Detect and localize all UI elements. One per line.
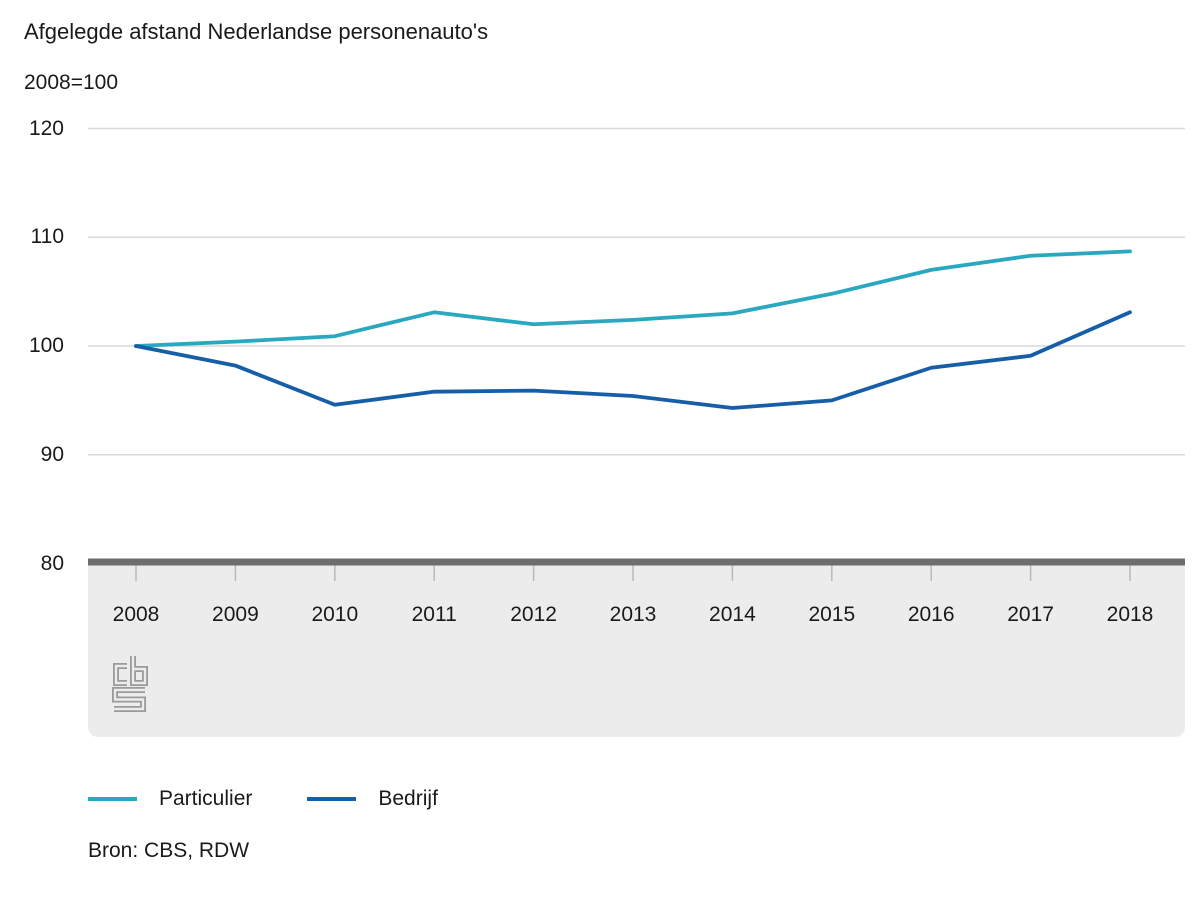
- chart-title: Afgelegde afstand Nederlandse personenau…: [24, 19, 489, 44]
- legend-label: Particulier: [159, 787, 253, 810]
- series-line-bedrijf: [134, 310, 1132, 410]
- y-tick-label: 120: [28, 116, 64, 140]
- chart-unit-label: 2008=100: [24, 71, 119, 94]
- y-tick-label: 80: [40, 551, 64, 575]
- cbs-logo: [112, 656, 148, 712]
- x-tick-label: 2017: [1007, 603, 1054, 626]
- x-tick-label: 2018: [1106, 603, 1154, 626]
- x-axis-line: [88, 558, 1185, 566]
- legend-item-bedrijf: Bedrijf: [307, 786, 438, 812]
- y-tick-label: 110: [30, 225, 64, 249]
- x-tick-label: 2015: [808, 603, 856, 626]
- y-tick-label: 90: [40, 442, 64, 466]
- chart-legend: Particulier Bedrijf: [88, 786, 438, 812]
- x-tick-label: 2012: [510, 603, 557, 626]
- x-tick-label: 2016: [907, 603, 955, 626]
- x-tick-label: 2013: [609, 603, 657, 626]
- x-tick-label: 2009: [212, 603, 259, 626]
- x-axis-band: [88, 563, 1185, 737]
- legend-swatch-particulier: [88, 796, 137, 802]
- legend-label: Bedrijf: [378, 787, 438, 810]
- legend-swatch-bedrijf: [307, 796, 357, 802]
- y-tick-label: 100: [28, 334, 64, 357]
- x-tick-label: 2010: [311, 603, 359, 626]
- source-note: Bron: CBS, RDW: [88, 839, 250, 862]
- x-tick-label: 2008: [112, 603, 160, 626]
- x-tick-label: 2014: [709, 603, 756, 626]
- x-tick-label: 2011: [411, 603, 457, 626]
- legend-item-particulier: Particulier: [88, 786, 252, 812]
- series-line-particulier: [134, 249, 1132, 348]
